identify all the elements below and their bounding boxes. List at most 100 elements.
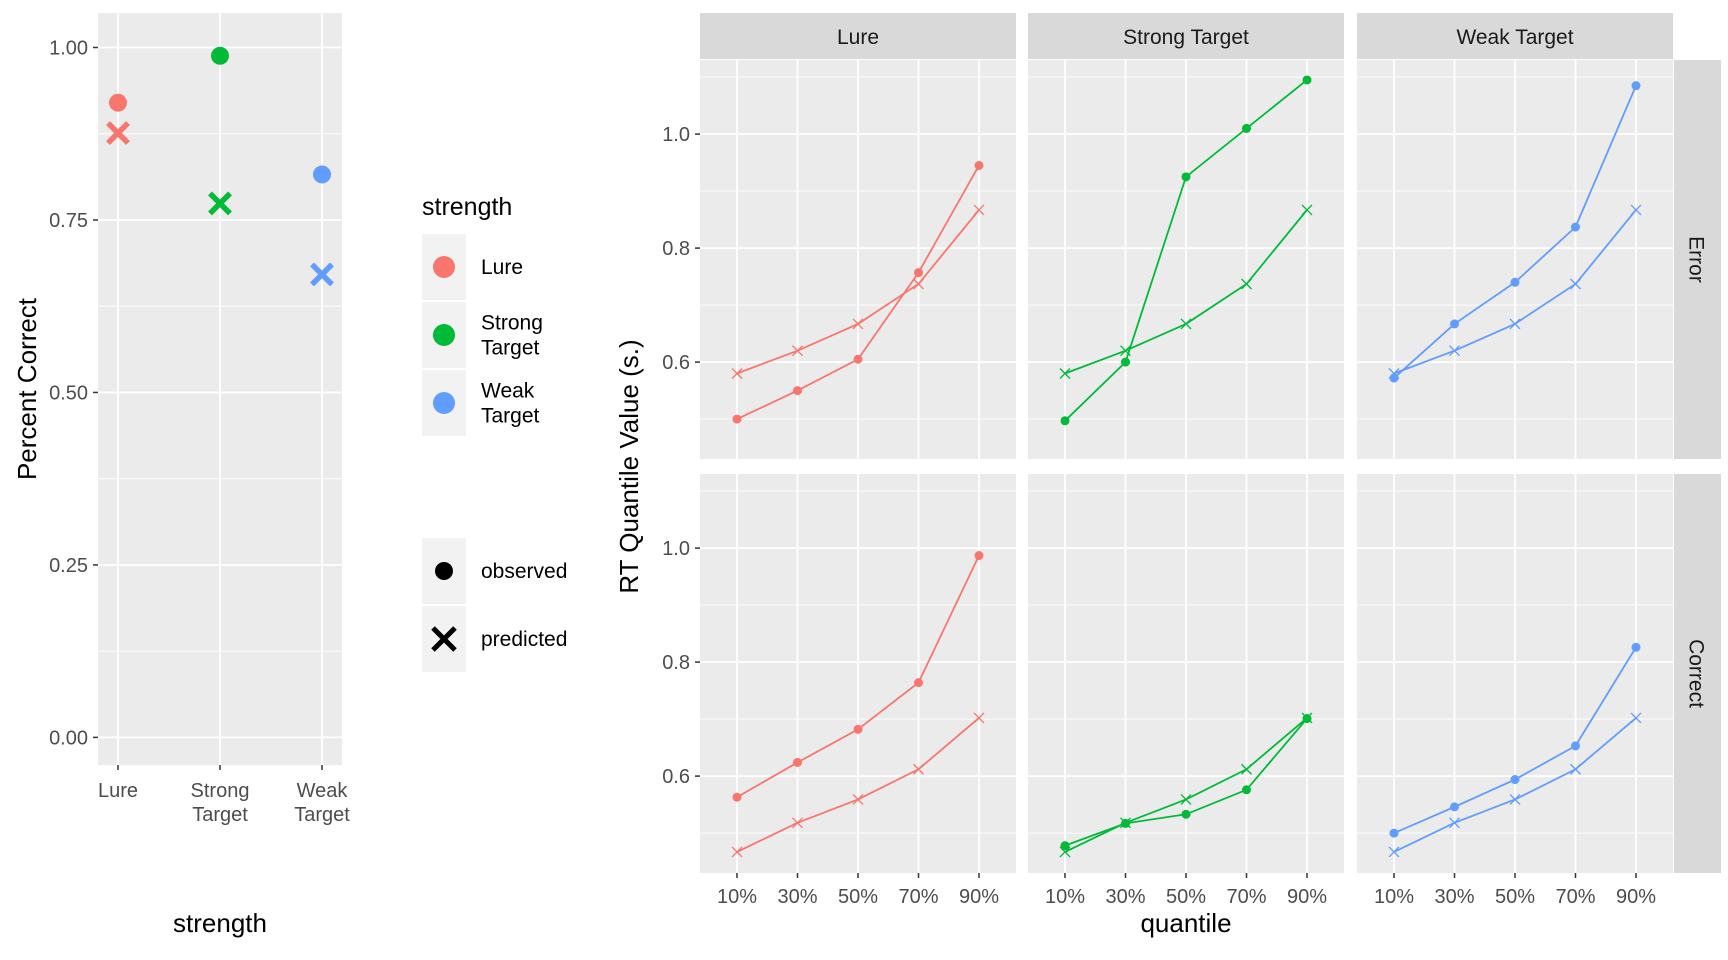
observed-point	[211, 46, 229, 65]
legend-shape-label: predicted	[481, 628, 567, 651]
observed-point	[1450, 319, 1459, 329]
observed-point	[1389, 373, 1399, 383]
predicted-point	[1449, 817, 1460, 829]
observed-point	[1571, 222, 1580, 232]
observed-point	[974, 160, 984, 170]
legend-colour-label: Weak	[481, 380, 535, 403]
predicted-point	[1059, 368, 1071, 379]
predicted-point	[1180, 794, 1192, 805]
observed-point	[732, 414, 742, 424]
predicted-point	[106, 121, 130, 145]
predicted-point	[1509, 794, 1521, 805]
observed-point	[1060, 841, 1070, 851]
x-tick-label: Target	[192, 804, 248, 826]
observed-point	[1571, 741, 1580, 751]
predicted-point	[852, 318, 864, 330]
x-tick-label: 90%	[1287, 886, 1327, 908]
y-tick-label: 0.25	[49, 555, 88, 577]
legend-shape-observed	[435, 562, 453, 580]
legend-colour-swatch	[433, 256, 455, 278]
observed-point	[1060, 416, 1070, 426]
predicted-point	[1630, 712, 1642, 724]
facet-strip-top	[1357, 13, 1673, 59]
predicted-point	[1630, 204, 1642, 216]
predicted-point	[731, 368, 743, 379]
legend-colour-label: Target	[481, 405, 540, 428]
legend-colour-title: strength	[422, 193, 512, 221]
observed-point	[1121, 357, 1130, 367]
predicted-point	[208, 191, 232, 216]
observed-point	[1631, 642, 1641, 652]
predicted-point	[310, 262, 334, 287]
x-tick-label: 70%	[898, 886, 938, 908]
facet-strip-right	[1674, 474, 1721, 873]
predicted-point	[1570, 763, 1581, 775]
x-tick-label: 70%	[1555, 886, 1595, 908]
predicted-point	[973, 712, 985, 724]
predicted-point	[1180, 318, 1192, 330]
predicted-point	[1449, 345, 1460, 357]
predicted-point	[852, 794, 864, 805]
legend-shape-label: observed	[481, 560, 567, 583]
facet-strip-right	[1674, 60, 1721, 459]
legend-colour-label: Lure	[481, 256, 523, 279]
observed-point	[914, 678, 923, 688]
y-tick-label: 1.00	[49, 37, 88, 59]
observed-point	[914, 268, 923, 278]
y-tick-label: 1.0	[662, 538, 690, 560]
observed-point	[853, 354, 863, 364]
predicted-point	[792, 345, 803, 357]
legend-colour-swatch	[433, 392, 455, 414]
observed-point	[313, 165, 331, 184]
predicted-point	[1388, 846, 1400, 858]
x-tick-label: 30%	[777, 886, 817, 908]
y-tick-label: 0.8	[662, 238, 690, 260]
x-tick-label: 50%	[1495, 886, 1535, 908]
y-tick-label: 0.50	[49, 382, 88, 404]
y-tick-label: 0.6	[662, 352, 690, 374]
predicted-point	[913, 763, 924, 775]
x-tick-label: 10%	[1374, 886, 1414, 908]
x-tick-label: 10%	[1045, 886, 1085, 908]
legend-colour-swatch	[433, 324, 455, 346]
observed-point	[109, 93, 127, 112]
y-tick-label: 0.6	[662, 766, 690, 788]
x-axis-title: quantile	[1140, 908, 1231, 938]
y-axis-title: Percent Correct	[12, 297, 42, 480]
predicted-point	[973, 204, 985, 216]
facet-strip-row-label: Error	[1685, 236, 1708, 283]
predicted-point	[1241, 278, 1252, 290]
observed-point	[853, 724, 863, 734]
observed-point	[732, 792, 742, 802]
predicted-point	[1570, 278, 1581, 290]
predicted-point	[792, 817, 803, 829]
x-axis-title: strength	[173, 908, 267, 938]
observed-point	[1302, 75, 1312, 85]
facet-strip-label: Strong Target	[1123, 26, 1249, 49]
observed-point	[974, 551, 984, 561]
x-tick-label: 70%	[1226, 886, 1266, 908]
legend-shape-predicted	[431, 626, 457, 652]
x-tick-label: Strong	[191, 780, 250, 802]
predicted-point	[731, 846, 743, 858]
predicted-point	[1509, 318, 1521, 330]
x-tick-label: Target	[294, 804, 350, 826]
x-tick-label: Lure	[98, 780, 138, 802]
observed-point	[1181, 809, 1191, 819]
legend-shape-items: observed predicted	[422, 538, 567, 672]
facet-strip-label: Lure	[837, 26, 879, 49]
observed-point	[1510, 775, 1520, 785]
y-tick-label: 1.0	[662, 124, 690, 146]
observed-point	[1181, 172, 1191, 182]
observed-point	[1450, 802, 1459, 812]
observed-point	[1242, 123, 1251, 133]
y-tick-label: 0.00	[49, 727, 88, 749]
y-tick-label: 0.75	[49, 210, 88, 232]
observed-point	[1389, 828, 1399, 838]
x-tick-label: 90%	[1616, 886, 1656, 908]
x-tick-label: 90%	[959, 886, 999, 908]
y-axis-title: RT Quantile Value (s.)	[614, 339, 644, 593]
